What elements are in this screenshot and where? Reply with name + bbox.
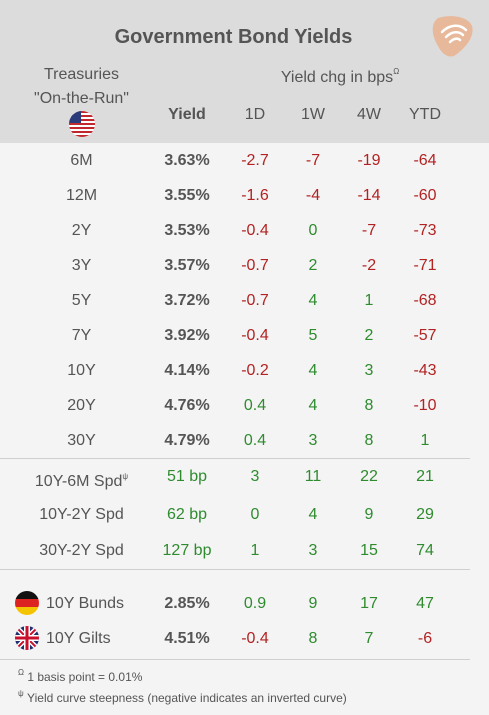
divider xyxy=(0,458,470,459)
table-row: 10Y-6M Spdψ 51 bp 3 11 22 21 xyxy=(34,468,434,490)
col-1w: 1W xyxy=(301,106,325,123)
table-row: 5Y 3.72% -0.7 4 1 -68 xyxy=(71,292,437,309)
table-row: 20Y 4.76% 0.4 4 8 -10 xyxy=(67,397,437,414)
col-ytd: YTD xyxy=(409,106,441,123)
table-row: 30Y 4.79% 0.4 3 8 1 xyxy=(67,432,430,449)
table-row: 10Y 4.14% -0.2 4 3 -43 xyxy=(67,362,437,379)
table-row: 2Y 3.53% -0.4 0 -7 -73 xyxy=(71,222,437,239)
table-header: Government Bond Yields Treasuries "On-th… xyxy=(0,0,489,143)
table-row: 3Y 3.57% -0.7 2 -2 -71 xyxy=(71,257,437,274)
table-row: 10Y-2Y Spd 62 bp 0 4 9 29 xyxy=(39,506,434,523)
divider xyxy=(0,569,470,570)
yield-change-heading: Yield chg in bpsΩ xyxy=(280,67,400,86)
brand-logo-icon xyxy=(432,16,473,57)
germany-flag-icon xyxy=(15,591,39,615)
col-1d: 1D xyxy=(244,106,266,123)
page-title: Government Bond Yields xyxy=(114,26,353,48)
footnote: Ω 1 basis point = 0.01% xyxy=(18,668,143,684)
col-yield: Yield xyxy=(168,106,206,123)
table-row: 6M 3.63% -2.7 -7 -19 -64 xyxy=(70,152,437,169)
table-row: 10Y Bunds 2.85% 0.9 9 17 47 xyxy=(0,586,489,621)
table-row: 30Y-2Y Spd 127 bp 1 3 15 74 xyxy=(39,542,434,559)
table-row: 12M 3.55% -1.6 -4 -14 -60 xyxy=(65,187,437,204)
uk-flag-icon xyxy=(15,626,39,650)
treasuries-heading: Treasuries "On-the-Run" xyxy=(34,66,129,107)
table-row: 7Y 3.92% -0.4 5 2 -57 xyxy=(71,327,437,344)
col-4w: 4W xyxy=(357,106,381,123)
table-row: 10Y Gilts 4.51% -0.4 8 7 -6 xyxy=(0,621,489,656)
us-flag-icon xyxy=(69,111,95,137)
divider xyxy=(0,659,470,660)
footnote: ψ Yield curve steepness (negative indica… xyxy=(18,689,347,705)
